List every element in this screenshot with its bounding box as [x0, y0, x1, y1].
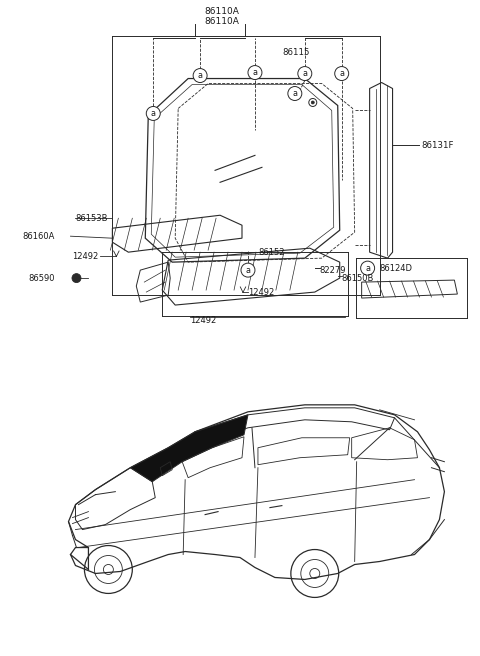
Text: 86160A: 86160A	[23, 232, 55, 241]
Text: 86131F: 86131F	[421, 141, 454, 150]
Text: 12492: 12492	[190, 316, 216, 325]
Text: 86110A: 86110A	[204, 17, 240, 26]
Text: 86153B: 86153B	[75, 214, 108, 223]
Text: 86152: 86152	[258, 248, 285, 256]
Text: a: a	[245, 266, 251, 275]
Circle shape	[146, 106, 160, 121]
Text: a: a	[198, 71, 203, 80]
Circle shape	[312, 101, 314, 104]
Polygon shape	[130, 415, 248, 482]
Circle shape	[298, 66, 312, 81]
Text: a: a	[339, 69, 344, 78]
Text: 12492: 12492	[248, 287, 274, 297]
Text: 86590: 86590	[29, 274, 55, 283]
Text: a: a	[365, 264, 370, 273]
Text: 86124D: 86124D	[380, 264, 413, 273]
Text: 82279: 82279	[320, 266, 346, 275]
Text: 86115: 86115	[282, 48, 310, 57]
Text: 86150B: 86150B	[342, 274, 374, 283]
Text: a: a	[302, 69, 307, 78]
Text: 86110A: 86110A	[204, 7, 240, 16]
Circle shape	[72, 274, 81, 283]
Circle shape	[241, 263, 255, 277]
Text: a: a	[252, 68, 257, 77]
Circle shape	[360, 261, 374, 275]
Circle shape	[193, 68, 207, 83]
Circle shape	[335, 66, 348, 81]
Circle shape	[248, 66, 262, 79]
Text: 12492: 12492	[72, 252, 99, 260]
Circle shape	[288, 87, 302, 100]
Text: a: a	[151, 109, 156, 118]
Text: a: a	[292, 89, 297, 98]
